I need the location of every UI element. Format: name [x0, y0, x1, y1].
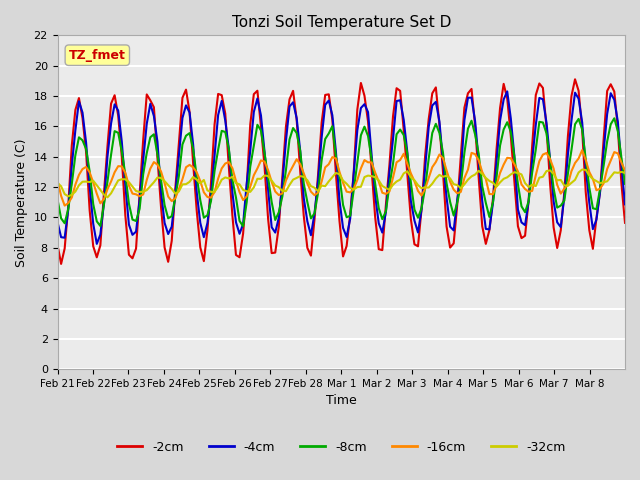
- Y-axis label: Soil Temperature (C): Soil Temperature (C): [15, 138, 28, 266]
- Legend: -2cm, -4cm, -8cm, -16cm, -32cm: -2cm, -4cm, -8cm, -16cm, -32cm: [112, 435, 570, 458]
- Text: TZ_fmet: TZ_fmet: [69, 48, 125, 62]
- X-axis label: Time: Time: [326, 395, 356, 408]
- Title: Tonzi Soil Temperature Set D: Tonzi Soil Temperature Set D: [232, 15, 451, 30]
